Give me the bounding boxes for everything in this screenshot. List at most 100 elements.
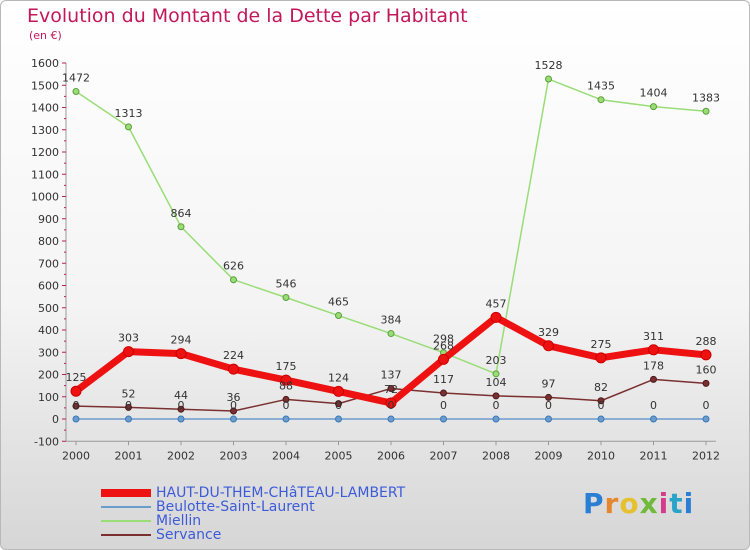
data-point	[125, 123, 132, 131]
data-point	[177, 223, 185, 231]
y-tick-label: 600	[38, 280, 59, 293]
data-label: 1313	[115, 107, 143, 120]
data-label: 0	[440, 399, 447, 412]
data-point	[230, 276, 237, 284]
data-point	[282, 415, 290, 423]
y-tick-label: 1600	[31, 57, 59, 70]
data-label: 0	[703, 399, 710, 412]
y-tick-label: 1100	[31, 168, 59, 181]
x-tick-label: 2010	[587, 449, 615, 462]
chart-title: Evolution du Montant de la Dette par Hab…	[27, 5, 468, 27]
data-label: 117	[433, 373, 454, 386]
data-label: 125	[66, 371, 87, 384]
data-point	[440, 389, 447, 397]
data-label: 203	[486, 354, 507, 367]
data-point	[387, 415, 395, 423]
data-point	[440, 415, 447, 423]
data-point	[650, 415, 657, 423]
y-tick-label: 800	[38, 235, 59, 248]
y-tick-label: 700	[38, 257, 59, 270]
data-point	[387, 385, 395, 393]
data-point	[543, 340, 554, 352]
data-label: 1383	[692, 91, 720, 104]
x-tick-label: 2008	[482, 449, 510, 462]
data-label: 0	[125, 399, 132, 412]
data-label: 44	[174, 389, 188, 402]
x-tick-label: 2006	[377, 449, 405, 462]
data-label: 0	[335, 399, 342, 412]
legend-label: HAUT-DU-THEM-CHâTEAU-LAMBERT	[156, 485, 406, 501]
data-point	[177, 405, 185, 413]
x-tick-label: 2001	[115, 449, 143, 462]
data-label: 0	[283, 399, 290, 412]
data-point	[597, 397, 605, 405]
data-point	[702, 107, 710, 115]
data-point	[230, 407, 237, 415]
data-label: 311	[643, 330, 664, 343]
data-label: 298	[433, 333, 454, 346]
data-point	[597, 96, 605, 104]
data-label: 72	[384, 383, 398, 396]
data-point	[125, 403, 132, 411]
data-label: 0	[598, 399, 605, 412]
logo-letter: i	[658, 487, 670, 520]
data-label: 0	[178, 399, 185, 412]
legend: HAUT-DU-THEM-CHâTEAU-LAMBERT Beulotte-Sai…	[101, 485, 431, 543]
data-label: 104	[486, 376, 507, 389]
data-point	[648, 344, 659, 356]
legend-item: Beulotte-Saint-Laurent	[101, 499, 431, 515]
data-point	[72, 415, 80, 423]
data-point	[700, 349, 712, 361]
data-label: 36	[227, 391, 241, 404]
data-point	[230, 415, 237, 423]
y-tick-label: 1400	[31, 102, 59, 115]
data-label: 294	[171, 334, 192, 347]
data-point	[335, 312, 342, 320]
data-point	[335, 400, 342, 408]
legend-item: Servance	[101, 527, 431, 543]
data-label: 0	[230, 399, 237, 412]
data-label: 137	[381, 369, 402, 382]
data-point	[177, 415, 185, 423]
data-label: 329	[538, 326, 559, 339]
data-label: 626	[223, 260, 244, 273]
legend-label: Miellin	[156, 513, 202, 529]
data-point	[492, 370, 500, 378]
y-tick-label: 300	[38, 346, 59, 359]
data-point	[545, 415, 552, 423]
y-tick-label: 200	[38, 369, 59, 382]
data-point	[650, 375, 657, 383]
x-tick-label: 2003	[220, 449, 248, 462]
x-tick-label: 2009	[535, 449, 563, 462]
data-label: 268	[433, 339, 454, 352]
data-point	[595, 352, 607, 364]
x-tick-label: 2004	[272, 449, 300, 462]
data-point	[545, 393, 552, 401]
x-tick-label: 2007	[430, 449, 458, 462]
logo-letter: t	[669, 487, 684, 520]
legend-swatch	[101, 520, 151, 522]
data-point	[702, 415, 710, 423]
y-tick-label: 1500	[31, 79, 59, 92]
legend-label: Servance	[156, 527, 222, 543]
x-tick-label: 2000	[62, 449, 90, 462]
data-label: 1472	[62, 71, 90, 84]
legend-item: HAUT-DU-THEM-CHâTEAU-LAMBERT	[101, 485, 431, 501]
data-point	[387, 330, 395, 338]
x-tick-label: 2002	[167, 449, 195, 462]
y-tick-label: 400	[38, 324, 59, 337]
y-tick-label: -100	[34, 435, 59, 448]
data-point	[125, 415, 132, 423]
data-label: 1435	[587, 80, 615, 93]
data-label: 1528	[535, 59, 563, 72]
data-label: 224	[223, 349, 244, 362]
data-point	[702, 379, 710, 387]
data-label: 0	[493, 399, 500, 412]
y-tick-label: 1000	[31, 191, 59, 204]
data-label: 303	[118, 332, 139, 345]
data-point	[335, 415, 342, 423]
logo-letter: x	[639, 487, 659, 520]
data-point	[333, 385, 344, 397]
